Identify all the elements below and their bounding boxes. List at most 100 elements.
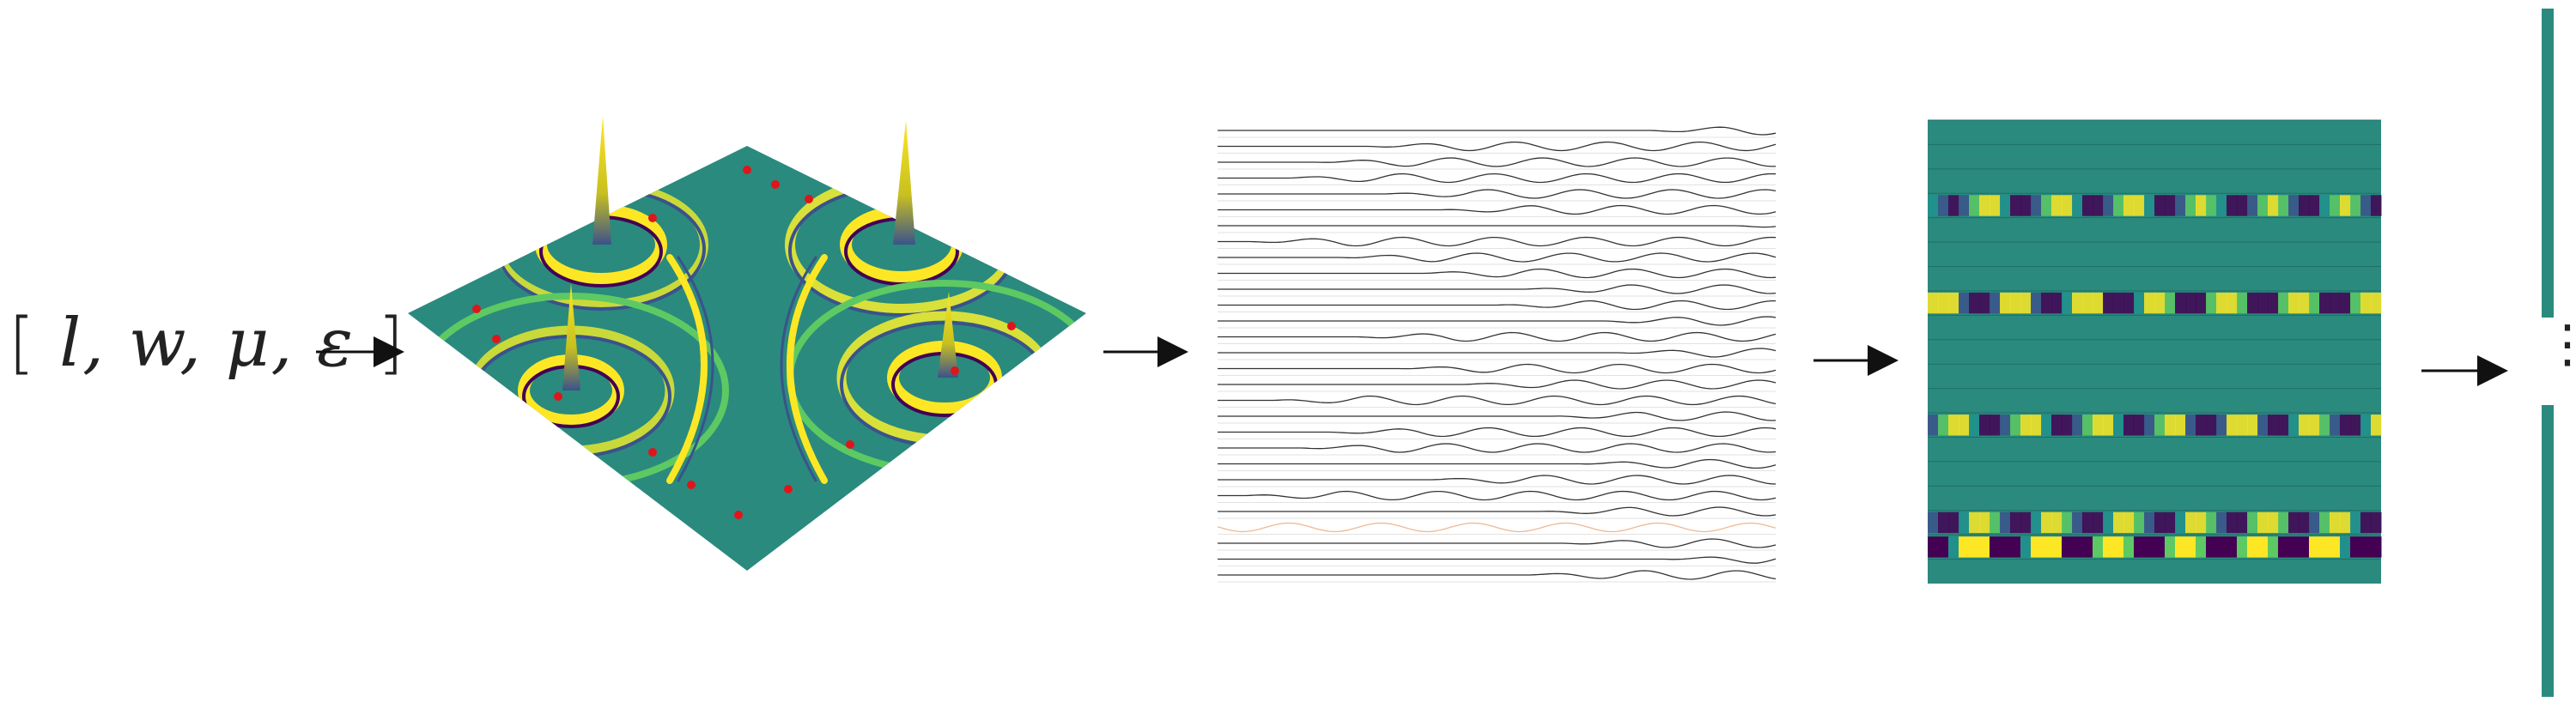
trace-line	[1218, 172, 1777, 184]
heatmap-cell	[2278, 292, 2289, 314]
heatmap-cell	[2268, 536, 2279, 558]
open-bracket: [	[9, 305, 37, 382]
heatmap-cell	[2185, 511, 2196, 534]
heatmap-cell	[2216, 415, 2227, 436]
heatmap-cell	[2360, 415, 2372, 436]
heatmap-cell	[2319, 511, 2330, 534]
heatmap-cell	[2371, 415, 2382, 436]
heatmap-cell	[1959, 415, 1970, 436]
heatmap-cell	[2103, 195, 2114, 216]
heatmap-cell	[2041, 415, 2052, 436]
heatmap-cell	[2093, 292, 2104, 314]
heatmap-cell	[2175, 415, 2186, 436]
heatmap-cell	[1959, 536, 1970, 558]
trace-line	[1218, 506, 1777, 517]
heatmap-cell	[2247, 415, 2258, 436]
heatmap-cell	[1938, 195, 1949, 216]
heatmap-cell	[2185, 195, 2196, 216]
heatmap-cell	[2165, 195, 2176, 216]
heatmap-cell	[1948, 195, 1959, 216]
heatmap-cell	[2206, 415, 2217, 436]
heatmap-cell	[1969, 536, 1980, 558]
heatmap-cell	[2288, 536, 2300, 558]
heatmap-cell	[2144, 292, 2155, 314]
heatmap-cell	[2309, 415, 2320, 436]
heatmap-cell	[2196, 415, 2207, 436]
heatmap-cell	[2237, 511, 2248, 534]
heatmap-cell	[2123, 195, 2135, 216]
heatmap-cell	[2278, 511, 2289, 534]
heatmap-cell	[2072, 292, 2083, 314]
heatmap-cell	[2319, 292, 2330, 314]
heatmap-cell	[2041, 536, 2052, 558]
heatmap-cell	[2165, 511, 2176, 534]
heatmap-cell	[2134, 292, 2145, 314]
heatmap-cell	[2020, 511, 2032, 534]
heatmap-cell	[2072, 511, 2083, 534]
heatmap-cell	[2237, 536, 2248, 558]
heatmap-cell	[2196, 511, 2207, 534]
heatmap-cell	[2041, 292, 2052, 314]
heatmap-cell	[2010, 292, 2021, 314]
heatmap-cell	[2144, 511, 2155, 534]
heatmap-cell	[2227, 195, 2238, 216]
trace-line	[1218, 316, 1777, 326]
heatmap-cell	[2031, 195, 2042, 216]
trace-line	[1218, 427, 1777, 438]
heatmap-cell	[2165, 415, 2176, 436]
heatmap-cell	[2020, 415, 2032, 436]
heatmap-cell	[2299, 292, 2310, 314]
heatmap-cell	[2020, 195, 2032, 216]
heatmap-cell	[2144, 415, 2155, 436]
heatmap-cell	[2031, 536, 2042, 558]
heatmap-cell	[2268, 415, 2279, 436]
trace-line	[1218, 225, 1777, 228]
heatmap-cell	[2020, 292, 2032, 314]
wave-field-surface	[408, 116, 1086, 571]
heatmap-cell	[2062, 536, 2073, 558]
trace-heatmap	[1928, 119, 2382, 584]
heatmap-cell	[2319, 195, 2330, 216]
heatmap-cell	[2268, 292, 2279, 314]
heatmap-cell	[2371, 292, 2382, 314]
heatmap-cell	[2288, 511, 2300, 534]
heatmap-cell	[2288, 292, 2300, 314]
heatmap-cell	[2247, 536, 2258, 558]
heatmap-cell	[1969, 511, 1980, 534]
heatmap-cell	[2309, 536, 2320, 558]
trace-line	[1218, 284, 1777, 294]
heatmap-cell	[2123, 511, 2135, 534]
heatmap-cell	[1979, 536, 1990, 558]
heatmap-cell	[2278, 415, 2289, 436]
heatmap-cell	[2309, 511, 2320, 534]
heatmap-cell	[2010, 511, 2021, 534]
heatmap-cell	[2062, 292, 2073, 314]
heatmap-cell	[2093, 415, 2104, 436]
trace-line	[1218, 300, 1776, 311]
heatmap-cell	[1948, 292, 1959, 314]
trace-line	[1218, 252, 1777, 263]
heatmap-cell	[2020, 536, 2032, 558]
heatmap-cell	[1959, 511, 1970, 534]
heatmap-cell	[2031, 292, 2042, 314]
heatmap-cell	[1959, 292, 1970, 314]
heatmap-cell	[1928, 195, 1939, 216]
heatmap-cell	[1938, 415, 1949, 436]
heatmap-cell	[2072, 195, 2083, 216]
heatmap-cell	[2010, 415, 2021, 436]
heatmap-cell	[1979, 415, 1990, 436]
heatmap-cell	[2185, 536, 2196, 558]
heatmap-cell	[2330, 511, 2341, 534]
heatmap-cell	[1928, 511, 1939, 534]
parameter-list: l, w, μ, ε	[59, 305, 355, 382]
heatmap-cell	[2062, 415, 2073, 436]
heatmap-cell	[2062, 511, 2073, 534]
heatmap-cell	[2000, 195, 2011, 216]
continuation-dots: ⋮	[2542, 314, 2576, 374]
heatmap-cell	[2103, 292, 2114, 314]
trace-line	[1218, 458, 1777, 469]
heatmap-cell	[2196, 195, 2207, 216]
heatmap-cell	[2175, 536, 2186, 558]
heatmap-cell	[1979, 292, 1990, 314]
heatmap-cell	[2041, 195, 2052, 216]
